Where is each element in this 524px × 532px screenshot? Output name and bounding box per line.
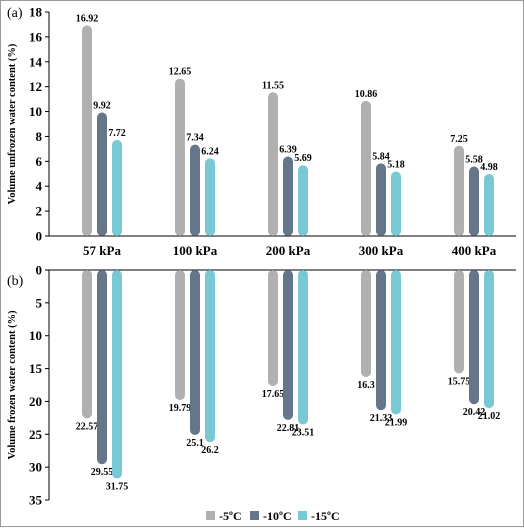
data-label: 31.75 <box>106 482 129 493</box>
bar-10C-3 <box>376 270 386 411</box>
data-label: 22.81 <box>277 423 300 434</box>
bar-15C-3 <box>391 270 401 415</box>
y-tick-label: 10 <box>29 104 42 119</box>
bar-10C-0 <box>97 270 107 465</box>
data-label: 7.72 <box>108 128 126 139</box>
y-tick-label: 2 <box>36 204 43 219</box>
y-tick-label: 30 <box>29 460 42 475</box>
y-tick-label: 25 <box>29 427 43 442</box>
data-label: 17.65 <box>262 389 285 400</box>
legend-label: -10ºC <box>263 509 292 523</box>
data-label: 29.55 <box>91 467 114 478</box>
y-tick-label: 8 <box>36 129 43 144</box>
y-tick-label: 35 <box>29 493 43 508</box>
bar-10C-2 <box>283 156 293 236</box>
bar-5C-2 <box>268 270 278 386</box>
bar-5C-3 <box>361 100 371 236</box>
data-label: 23.51 <box>292 427 315 438</box>
bar-15C-0 <box>112 270 122 479</box>
data-label: 5.69 <box>294 153 312 164</box>
data-label: 4.98 <box>480 162 498 173</box>
bar-10C-4 <box>469 270 479 405</box>
data-label: 16.3 <box>357 380 375 391</box>
bar-5C-3 <box>361 270 371 378</box>
bar-10C-3 <box>376 163 386 236</box>
bar-10C-2 <box>283 270 293 420</box>
data-label: 19.79 <box>169 403 192 414</box>
data-label: 7.34 <box>186 133 204 144</box>
data-label: 25.1 <box>186 438 204 449</box>
y-axis-title: Volume frozen water content (%) <box>7 310 18 460</box>
y-tick-label: 5 <box>36 295 43 310</box>
y-axis-title: Volume unfrozen water content (%) <box>7 43 18 204</box>
bar-15C-4 <box>484 270 494 409</box>
data-label: 20.42 <box>463 407 486 418</box>
panel-label: (b) <box>7 274 24 289</box>
bar-10C-1 <box>190 144 200 236</box>
x-category-label: 200 kPa <box>266 243 311 258</box>
data-label: 22.57 <box>76 421 99 432</box>
data-label: 6.24 <box>201 146 219 157</box>
bar-15C-1 <box>205 158 215 236</box>
x-category-label: 57 kPa <box>83 243 121 258</box>
data-label: 5.84 <box>372 151 390 162</box>
data-label: 10.86 <box>355 89 378 100</box>
legend: -5ºC -10ºC -15ºC <box>206 509 340 523</box>
legend-label: -5ºC <box>219 509 242 523</box>
bar-15C-2 <box>298 165 308 236</box>
bar-5C-4 <box>454 270 464 374</box>
bar-5C-2 <box>268 92 278 237</box>
data-label: 21.02 <box>478 411 501 422</box>
y-tick-label: 0 <box>36 229 43 244</box>
legend-label: -15ºC <box>311 509 340 523</box>
x-category-label: 400 kPa <box>452 243 497 258</box>
data-label: 5.58 <box>465 155 483 166</box>
bar-5C-1 <box>175 78 185 236</box>
data-label: 16.92 <box>76 13 99 24</box>
y-tick-label: 4 <box>36 179 43 194</box>
bar-15C-0 <box>112 139 122 236</box>
y-tick-label: 14 <box>29 54 43 69</box>
bar-15C-2 <box>298 270 308 425</box>
bar-5C-0 <box>82 270 92 419</box>
x-category-label: 100 kPa <box>173 243 218 258</box>
data-label: 5.18 <box>387 160 405 171</box>
data-label: 15.75 <box>448 377 471 388</box>
data-label: 7.25 <box>450 134 468 145</box>
x-category-label: 300 kPa <box>359 243 404 258</box>
bar-10C-1 <box>190 270 200 435</box>
panel-b-frozen-water-chart: (b) Volume frozen water content (%) 0 5 10 15… <box>7 263 516 508</box>
data-label: 21.99 <box>385 418 408 429</box>
bar-5C-0 <box>82 25 92 236</box>
legend-swatch <box>298 511 307 520</box>
y-tick-label: 12 <box>29 79 42 94</box>
y-tick-label: 18 <box>29 5 43 20</box>
panel-a-unfrozen-water-chart: (a) Volume unfrozen water content (%) 0 2 4 6… <box>7 5 516 258</box>
bar-10C-0 <box>97 112 107 236</box>
bar-10C-4 <box>469 166 479 236</box>
bar-5C-4 <box>454 145 464 236</box>
panel-label: (a) <box>7 6 23 21</box>
y-tick-label: 10 <box>29 328 42 343</box>
y-tick-label: 6 <box>36 154 43 169</box>
legend-swatch <box>250 511 259 520</box>
data-label: 12.65 <box>169 67 192 78</box>
data-label: 9.92 <box>93 101 111 112</box>
y-tick-label: 0 <box>36 263 43 278</box>
y-tick-label: 15 <box>29 361 43 376</box>
data-label: 6.39 <box>279 144 297 155</box>
bar-15C-3 <box>391 171 401 236</box>
bar-15C-1 <box>205 270 215 443</box>
legend-swatch <box>206 511 215 520</box>
data-label: 21.33 <box>370 413 393 424</box>
data-label: 26.2 <box>201 445 219 456</box>
y-tick-label: 16 <box>29 29 43 44</box>
bar-5C-1 <box>175 270 185 401</box>
y-tick-label: 20 <box>29 394 42 409</box>
bar-15C-4 <box>484 174 494 236</box>
data-label: 11.55 <box>262 80 284 91</box>
